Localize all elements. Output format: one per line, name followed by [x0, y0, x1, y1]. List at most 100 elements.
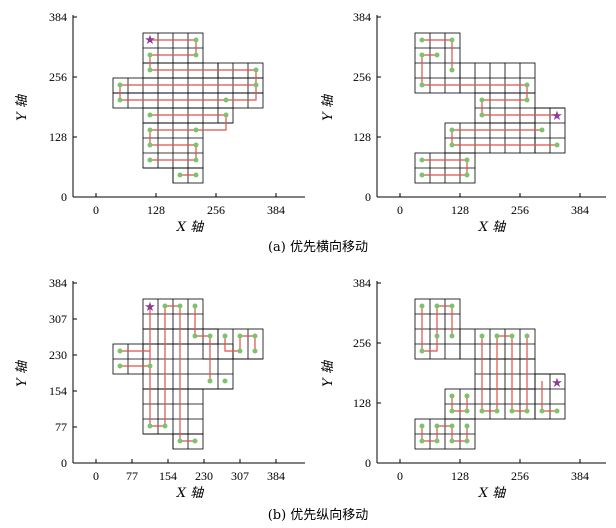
path-node [509, 333, 515, 339]
path-node [193, 37, 199, 43]
x-tick-label: 0 [93, 469, 99, 483]
path-node [252, 333, 258, 339]
path-node [419, 172, 425, 178]
path-nodes [117, 37, 259, 178]
path-node [554, 408, 560, 414]
path-node [539, 408, 545, 414]
path-node [494, 333, 500, 339]
path-node [449, 142, 455, 148]
path-node [434, 333, 440, 339]
path-node [192, 438, 198, 444]
path-node [117, 363, 123, 369]
y-tick-label: 307 [49, 312, 67, 326]
y-tick-label: 256 [49, 70, 67, 84]
path-node [464, 172, 470, 178]
y-tick-label: 128 [353, 396, 371, 410]
path-node [147, 67, 153, 73]
star-icon: ★ [551, 376, 563, 391]
path-node [449, 333, 455, 339]
path-node [509, 408, 515, 414]
y-axis-title: Y 轴 [321, 359, 336, 387]
region-grid [414, 32, 566, 184]
x-tick-label: 256 [207, 203, 225, 217]
path-node [419, 438, 425, 444]
path-node [147, 157, 153, 163]
y-tick-label: 0 [61, 190, 67, 204]
path-node [524, 408, 530, 414]
path-node [147, 363, 153, 369]
path-node [253, 82, 259, 88]
path-node [434, 52, 440, 58]
y-tick-label: 384 [49, 10, 67, 24]
region-grid [112, 32, 264, 184]
path-node [464, 393, 470, 399]
path-node [147, 142, 153, 148]
path-node [524, 82, 530, 88]
path-node [147, 112, 153, 118]
path-node [524, 97, 530, 103]
panel-b-right: 0 128 256 384 0 128 256 384 X 轴 Y 轴 [321, 276, 606, 501]
path-node [177, 438, 183, 444]
star-icon: ★ [144, 300, 156, 315]
path-node [147, 52, 153, 58]
y-tick-label: 256 [353, 70, 371, 84]
x-tick-label: 0 [93, 203, 99, 217]
x-tick-label: 230 [195, 469, 213, 483]
path-node [479, 333, 485, 339]
path-node [147, 423, 153, 429]
region-grid [414, 298, 566, 450]
path-node [207, 378, 213, 384]
path-node [539, 127, 545, 133]
path-node [419, 348, 425, 354]
path-node [449, 127, 455, 133]
path-node [479, 408, 485, 414]
path-node [434, 303, 440, 309]
path-node [419, 423, 425, 429]
x-tick-label: 128 [147, 203, 165, 217]
x-axis-title: X 轴 [478, 220, 507, 235]
y-axis-title: Y 轴 [321, 93, 336, 121]
path-node [222, 333, 228, 339]
path-node [449, 408, 455, 414]
panel-a-right: 0 128 256 384 0 128 256 384 X 轴 Y 轴 [321, 10, 606, 235]
path-node [162, 303, 168, 309]
path-node [253, 67, 259, 73]
x-tick-label: 384 [571, 469, 589, 483]
x-axis-title: X 轴 [176, 486, 205, 501]
path-node [434, 423, 440, 429]
y-tick-label: 384 [49, 276, 67, 290]
x-tick-label: 0 [397, 203, 403, 217]
path-nodes [419, 303, 560, 444]
x-axis-title: X 轴 [478, 486, 507, 501]
y-tick-label: 0 [365, 456, 371, 470]
path-node [494, 408, 500, 414]
x-tick-label: 256 [511, 203, 529, 217]
x-tick-label: 307 [231, 469, 249, 483]
coverage-path [421, 305, 557, 442]
x-tick-label: 384 [571, 203, 589, 217]
x-axis-title: X 轴 [176, 220, 205, 235]
path-node [193, 157, 199, 163]
path-node [449, 67, 455, 73]
region-grid [112, 298, 264, 450]
path-node [193, 172, 199, 178]
path-node [207, 333, 213, 339]
x-tick-label: 128 [451, 203, 469, 217]
panel-a-left: 0 128 256 384 0 128 256 384 X 轴 Y 轴 [15, 10, 305, 235]
path-node [252, 348, 258, 354]
path-node [449, 303, 455, 309]
path-node [237, 333, 243, 339]
y-tick-label: 128 [353, 130, 371, 144]
path-node [222, 378, 228, 384]
path-node [464, 408, 470, 414]
coverage-path [421, 39, 557, 176]
y-tick-label: 0 [61, 456, 67, 470]
path-node [193, 127, 199, 133]
path-node [117, 97, 123, 103]
path-node [524, 333, 530, 339]
star-icon: ★ [144, 33, 156, 48]
y-tick-label: 384 [353, 276, 371, 290]
x-tick-label: 256 [511, 469, 529, 483]
y-tick-label: 256 [353, 336, 371, 350]
